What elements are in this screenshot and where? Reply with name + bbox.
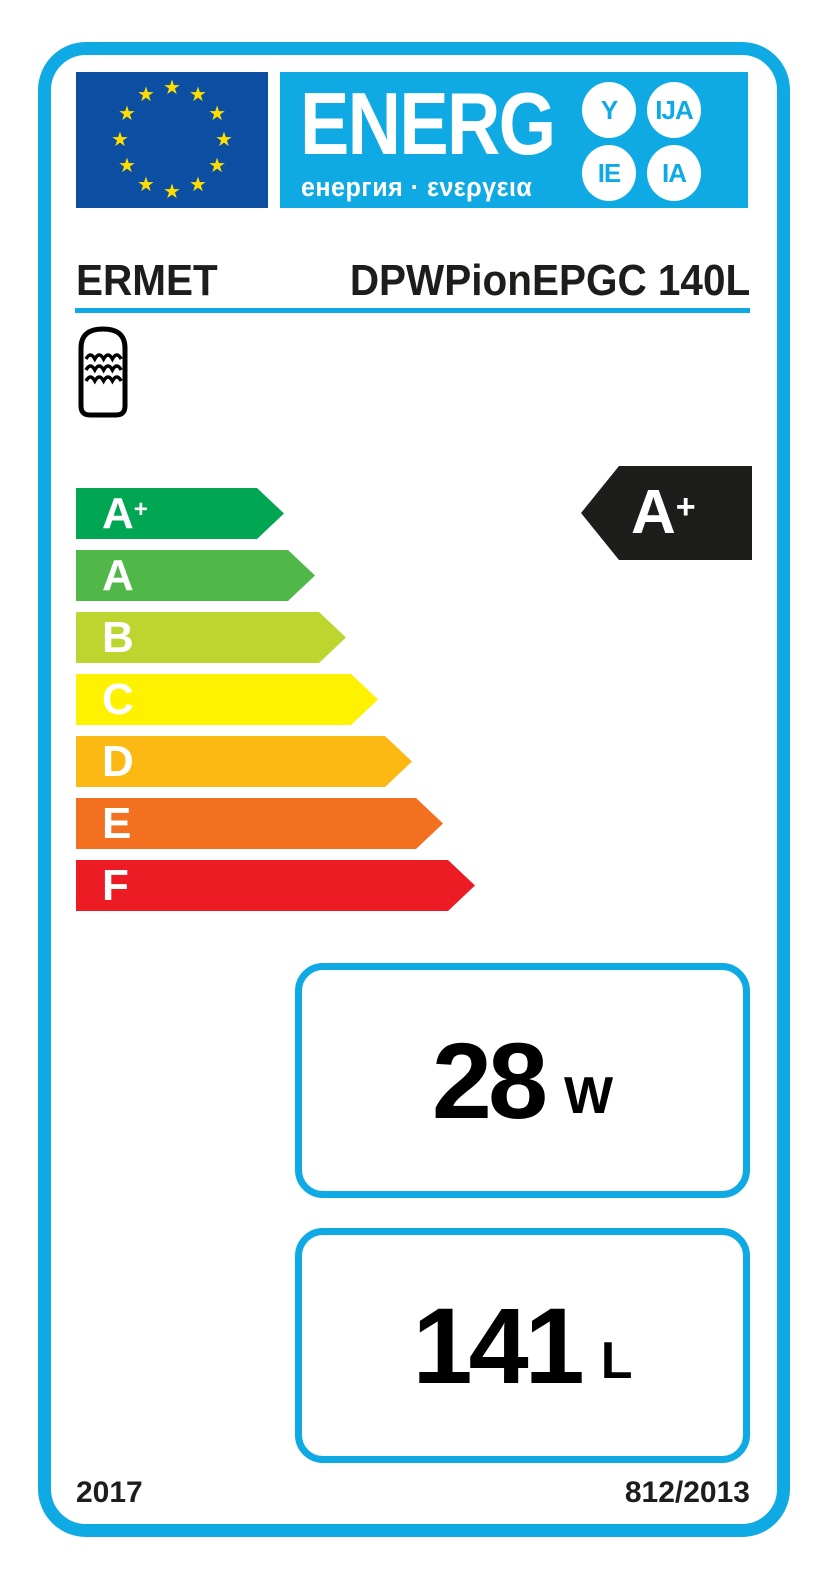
scale-arrow-e: E — [76, 798, 443, 849]
volume-value: 141 — [412, 1284, 585, 1406]
scale-letter: B — [102, 613, 134, 662]
scale-arrow-b: B — [76, 612, 346, 663]
scale-letter-sup: + — [133, 496, 148, 524]
eu-flag: ★ ★ ★ ★ ★ ★ ★ ★ ★ ★ ★ ★ — [76, 72, 268, 208]
scale-letter: C — [102, 675, 134, 724]
regulation-number: 812/2013 — [624, 1476, 750, 1509]
lang-bubble-ie: IE — [582, 145, 636, 201]
scale-letter: D — [102, 737, 134, 786]
energ-banner: ENERG енергия · ενεργεια Y IJA IE IA — [280, 72, 748, 208]
scale-letter: A — [102, 551, 134, 600]
rating-letter: A — [631, 478, 676, 547]
scale-arrow-a-plus: A+ — [76, 488, 284, 539]
scale-letter: A — [102, 489, 134, 538]
eu-star-icon: ★ — [163, 181, 181, 203]
volume-box: 141 L — [295, 1228, 750, 1463]
power-box: 28 W — [295, 963, 750, 1198]
volume-unit: L — [600, 1331, 633, 1390]
lang-bubble-ija: IJA — [647, 82, 701, 138]
eu-star-icon: ★ — [117, 103, 136, 125]
scale-arrow-d: D — [76, 736, 412, 787]
scale-arrow-f: F — [76, 860, 475, 911]
energ-logo-text: ENERG — [300, 74, 556, 173]
eu-star-icon: ★ — [208, 155, 227, 177]
scale-letter: E — [102, 799, 132, 848]
power-value: 28 — [431, 1019, 548, 1141]
eu-star-icon: ★ — [189, 83, 207, 106]
lang-bubble-y: Y — [582, 82, 636, 138]
eu-star-icon: ★ — [137, 83, 155, 106]
scale-arrow-c: C — [76, 674, 378, 725]
eu-star-icon: ★ — [189, 174, 207, 197]
eu-star-icon: ★ — [208, 103, 227, 125]
header-divider — [75, 308, 750, 313]
eu-star-icon: ★ — [163, 77, 181, 99]
rating-letter-sup: + — [675, 487, 696, 526]
eu-star-icon: ★ — [137, 174, 155, 197]
efficiency-scale: A+ A B C D E F — [76, 488, 475, 911]
eu-star-icon: ★ — [215, 129, 233, 151]
scale-arrow-a: A — [76, 550, 315, 601]
model-name: DPWPionEPGC 140L — [349, 256, 750, 305]
water-tank-icon — [78, 326, 128, 418]
eu-star-icon: ★ — [117, 155, 136, 177]
energ-logo-subtitle: енергия · ενεργεια — [301, 172, 533, 202]
scale-letter: F — [102, 861, 129, 910]
current-rating-arrow: A+ — [581, 466, 752, 560]
eu-star-icon: ★ — [111, 129, 129, 151]
brand-name: ERMET — [76, 256, 218, 305]
power-unit: W — [564, 1066, 614, 1125]
lang-bubble-ia: IA — [647, 145, 701, 201]
label-year: 2017 — [76, 1476, 143, 1509]
